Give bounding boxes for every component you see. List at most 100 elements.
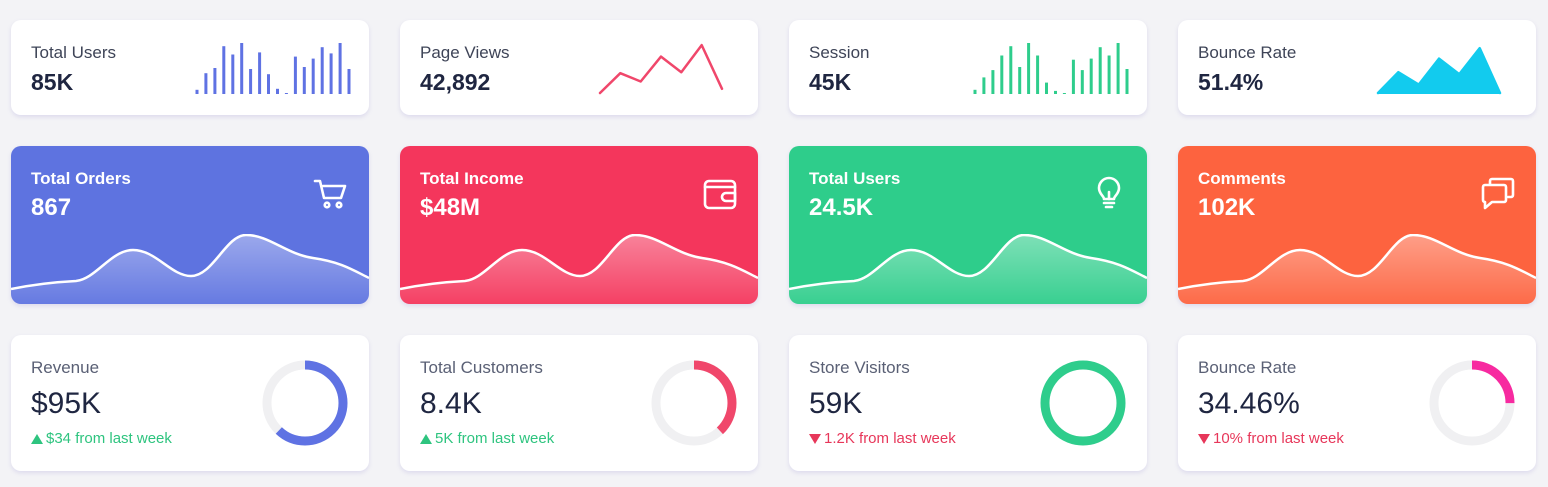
spark-bar [973,89,977,94]
stat-card-page-views: Page Views 42,892 [400,20,758,115]
spark-bar [249,69,253,94]
spark-bar [1107,55,1111,94]
stat-label: Total Users [31,43,117,62]
card-total-income: Total Income $48M [400,146,758,304]
stat-card-total-users: Total Users 85K [11,20,369,115]
spark-area [1378,48,1500,94]
stat-value: 42,892 [420,69,491,95]
card-value: 24.5K [809,194,874,221]
spark-bar [1009,46,1013,94]
wave-chart [1178,234,1536,304]
spark-bar [1000,55,1004,94]
spark-bar [1116,43,1120,94]
wave-line [400,234,758,291]
spark-bar [240,43,244,94]
card-label: Total Customers [420,358,543,377]
donut-card-bounce-rate: Bounce Rate 34.46% 10% from last week [1178,335,1536,471]
spark-bar [222,46,226,94]
spark-bar [1071,59,1075,94]
donut-card-total-customers: Total Customers 8.4K 5K from last week [400,335,758,471]
card-label: Store Visitors [809,358,910,377]
card-value: 102K [1198,194,1256,221]
change-indicator: 5K from last week [420,430,554,448]
wave-area [400,235,758,304]
donut-progress [651,360,737,446]
card-total-users: Total Users 24.5K [789,146,1147,304]
spark-bar [293,56,297,94]
wave-chart [11,234,369,304]
card-value: $95K [31,387,102,420]
wave-area [789,235,1147,304]
stat-card-session: Session 45K [789,20,1147,115]
card-value: $48M [420,194,481,221]
bar-sparkline [973,43,1129,94]
bar-sparkline [195,43,351,94]
wallet-icon [703,179,737,210]
spark-bar [284,93,288,94]
stat-value: 45K [809,69,852,95]
line-sparkline [598,43,724,95]
card-label: Total Users [809,169,901,188]
spark-bar [1036,55,1040,94]
change-text: $34 from last week [46,430,172,447]
spark-bar [320,47,324,94]
donut-progress [1429,360,1515,446]
wave-area [1178,235,1536,304]
card-value: 8.4K [420,387,482,420]
comments-icon [1481,177,1515,210]
spark-bar [1027,43,1031,94]
change-indicator: 10% from last week [1198,430,1344,448]
spark-bar [1045,82,1048,94]
stat-label: Session [809,43,870,62]
spark-line [598,43,724,95]
spark-bar [329,53,333,94]
spark-bar [258,52,262,94]
spark-bar [311,58,315,94]
stat-value: 85K [31,69,74,95]
change-indicator: $34 from last week [31,430,172,448]
spark-bar [1098,47,1102,94]
donut-chart [1040,360,1126,446]
wave-chart [789,234,1147,304]
up-arrow-icon [31,434,43,445]
lightbulb-icon [1097,176,1121,209]
spark-bar [204,73,208,94]
donut-card-revenue: Revenue $95K $34 from last week [11,335,369,471]
area-sparkline [1376,46,1502,95]
spark-bar [1125,69,1129,94]
change-text: 1.2K from last week [824,430,956,447]
spark-bar [1080,70,1084,94]
wave-chart [400,234,758,304]
spark-bar [1054,90,1057,94]
stat-label: Bounce Rate [1198,43,1297,62]
wave-line [1178,234,1536,291]
card-label: Revenue [31,358,100,377]
card-value: 59K [809,387,863,420]
card-label: Total Orders [31,169,131,188]
change-text: 10% from last week [1213,430,1344,447]
wave-area [11,235,369,304]
spark-bar [231,54,235,94]
card-comments: Comments 102K [1178,146,1536,304]
up-arrow-icon [420,434,432,445]
card-label: Bounce Rate [1198,358,1297,377]
wave-line [789,234,1147,291]
spark-line [1376,46,1502,95]
down-arrow-icon [809,434,821,445]
stat-value: 51.4% [1198,69,1264,95]
donut-chart [1429,360,1515,446]
spark-bar [1089,58,1093,94]
stat-label: Page Views [420,43,510,62]
donut-progress [262,360,348,446]
card-value: 34.46% [1198,387,1300,420]
down-arrow-icon [1198,434,1210,445]
card-label: Comments [1198,169,1286,188]
spark-bar [982,77,986,94]
spark-bar [267,74,270,94]
spark-bar [302,67,306,94]
spark-bar [1018,67,1022,94]
donut-chart [651,360,737,446]
donut-chart [262,360,348,446]
spark-bar [195,89,199,94]
donut-progress [1040,360,1126,446]
